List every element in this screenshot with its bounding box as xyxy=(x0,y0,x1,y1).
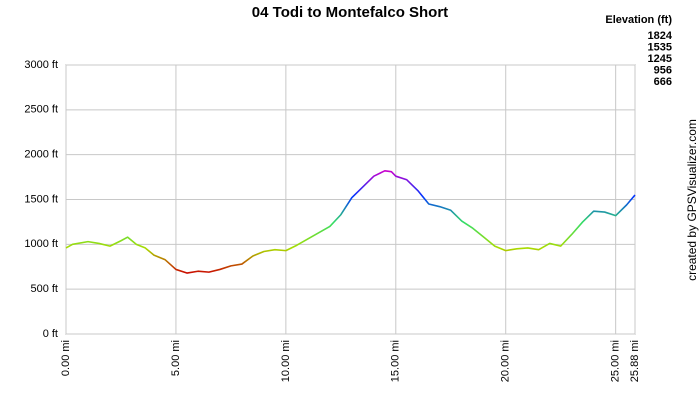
legend-value: 1824 xyxy=(648,30,673,42)
y-tick-label: 2500 ft xyxy=(24,104,58,116)
y-tick-label: 1000 ft xyxy=(24,238,58,250)
y-tick-label: 1500 ft xyxy=(24,193,58,205)
x-tick-label: 20.00 mi xyxy=(500,340,512,382)
y-tick-label: 3000 ft xyxy=(24,59,58,71)
x-tick-label: 25.88 mi xyxy=(629,340,641,382)
legend-value: 1535 xyxy=(648,41,672,53)
y-tick-label: 500 ft xyxy=(30,283,58,295)
y-tick-label: 0 ft xyxy=(43,328,58,340)
legend-value: 956 xyxy=(654,64,672,76)
x-tick-label: 15.00 mi xyxy=(390,340,402,382)
legend-title: Elevation (ft) xyxy=(605,14,672,26)
x-tick-label: 10.00 mi xyxy=(280,340,292,382)
elevation-line xyxy=(65,170,636,274)
x-tick-label: 0.00 mi xyxy=(60,340,72,376)
chart-title: 04 Todi to Montefalco Short xyxy=(252,4,448,21)
x-tick-label: 5.00 mi xyxy=(170,340,182,376)
credit: created by GPSVisualizer.com xyxy=(685,119,699,281)
legend-value: 666 xyxy=(654,76,672,88)
legend-value: 1245 xyxy=(648,53,672,65)
x-tick-label: 25.00 mi xyxy=(610,340,622,382)
y-tick-label: 2000 ft xyxy=(24,149,58,161)
